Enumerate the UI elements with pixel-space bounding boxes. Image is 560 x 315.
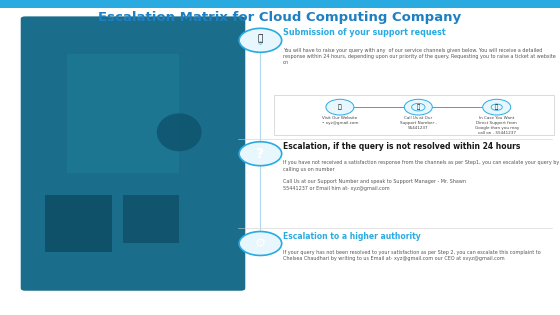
Circle shape xyxy=(239,232,282,255)
Circle shape xyxy=(483,99,511,115)
FancyBboxPatch shape xyxy=(67,54,179,173)
Circle shape xyxy=(239,28,282,52)
Text: 🌐: 🌐 xyxy=(338,104,342,110)
FancyBboxPatch shape xyxy=(21,16,245,291)
FancyBboxPatch shape xyxy=(45,195,112,252)
Text: Visit Our Website
• xyz@gmail.com: Visit Our Website • xyz@gmail.com xyxy=(321,116,358,125)
Text: Submission of your support request: Submission of your support request xyxy=(283,28,445,37)
Text: ?: ? xyxy=(256,147,264,161)
Text: In Case You Want
Direct Support from
Google than you may
call on - 55441237: In Case You Want Direct Support from Goo… xyxy=(474,116,519,135)
Text: ⚙: ⚙ xyxy=(258,41,263,46)
FancyBboxPatch shape xyxy=(0,0,560,8)
Circle shape xyxy=(239,142,282,166)
Circle shape xyxy=(326,99,354,115)
Text: You will have to raise your query with any  of our service channels given below.: You will have to raise your query with a… xyxy=(283,48,556,66)
Text: 🎯: 🎯 xyxy=(495,104,498,110)
Text: ?: ? xyxy=(256,147,264,161)
FancyBboxPatch shape xyxy=(274,94,554,135)
Circle shape xyxy=(404,99,432,115)
Text: Escalation Matrix for Cloud Computing Company: Escalation Matrix for Cloud Computing Co… xyxy=(99,11,461,24)
Text: If you have not received a satisfaction response from the channels as per Step1,: If you have not received a satisfaction … xyxy=(283,160,559,191)
Text: 👤: 👤 xyxy=(258,34,263,43)
Text: Call Us at Our
Support Number -
55441237: Call Us at Our Support Number - 55441237 xyxy=(400,116,437,130)
Text: Escalation to a higher authority: Escalation to a higher authority xyxy=(283,232,421,241)
Circle shape xyxy=(239,232,282,255)
Circle shape xyxy=(239,142,282,166)
Ellipse shape xyxy=(157,113,202,151)
Text: ⚙: ⚙ xyxy=(255,237,266,250)
Text: 📱: 📱 xyxy=(417,104,420,110)
Text: Escalation, if the query is not resolved within 24 hours: Escalation, if the query is not resolved… xyxy=(283,142,520,151)
FancyBboxPatch shape xyxy=(123,195,179,243)
Text: If your query has not been resolved to your satisfaction as per Step 2, you can : If your query has not been resolved to y… xyxy=(283,250,540,261)
